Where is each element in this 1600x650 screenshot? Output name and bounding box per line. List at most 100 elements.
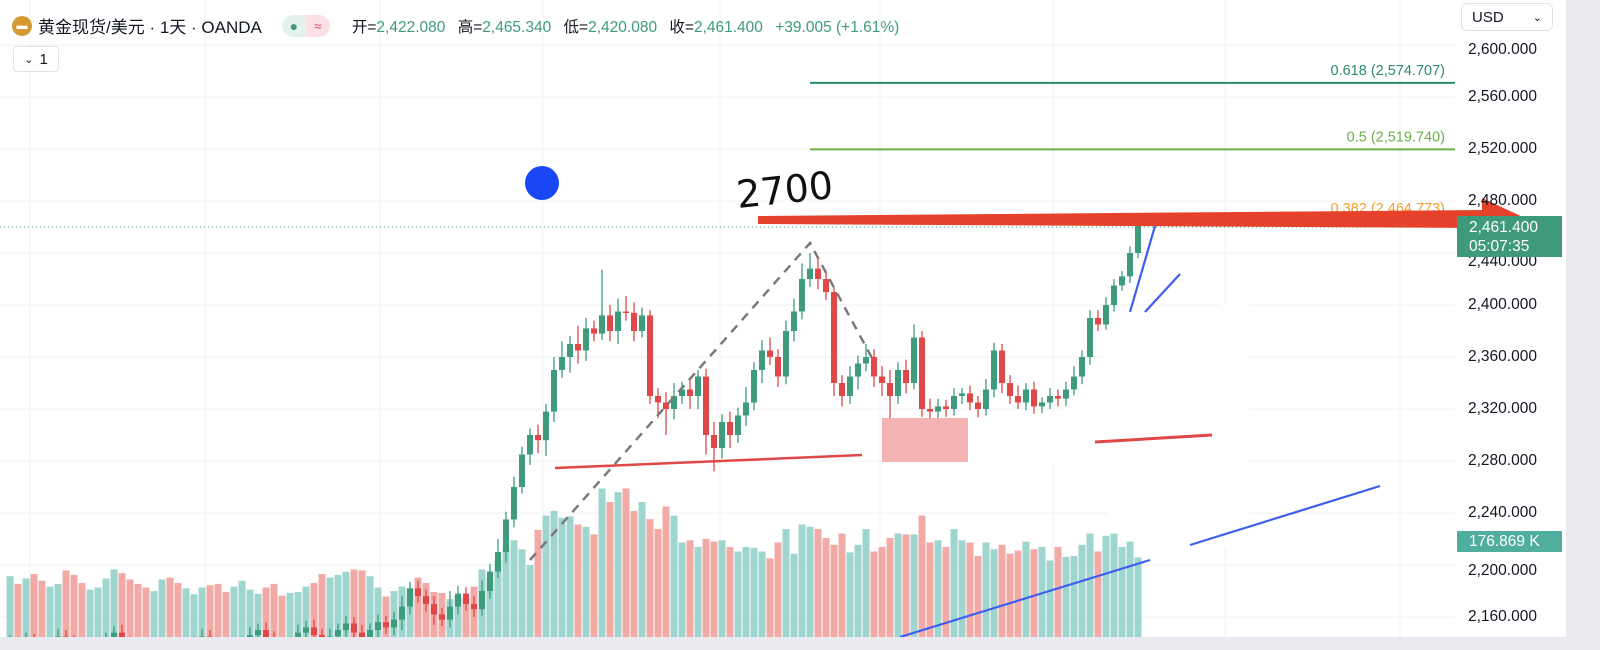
volume-bar bbox=[462, 598, 470, 637]
candle-body bbox=[735, 415, 741, 435]
candle bbox=[687, 379, 693, 409]
fib-label: 0.618 (2,574.707) bbox=[1331, 63, 1445, 79]
volume-bar bbox=[414, 577, 422, 637]
status-pill[interactable]: ● ≈ bbox=[281, 14, 330, 37]
candle bbox=[887, 370, 893, 425]
volume-bar bbox=[1070, 556, 1078, 637]
candle bbox=[431, 596, 437, 625]
candle bbox=[727, 411, 733, 448]
volume-bar bbox=[646, 519, 654, 637]
candle-body bbox=[199, 636, 205, 637]
collapse-indicators-button[interactable]: ⌄ 1 bbox=[13, 46, 59, 72]
volume-bar bbox=[846, 552, 854, 637]
price-tick: 2,280.000 bbox=[1468, 452, 1537, 469]
volume-bar bbox=[454, 595, 462, 637]
volume-bar bbox=[742, 547, 750, 637]
candle bbox=[1127, 246, 1133, 283]
candle-body bbox=[295, 632, 301, 637]
price-chart[interactable]: 0.618 (2,574.707)0.5 (2,519.740)0.382 (2… bbox=[0, 0, 1566, 637]
volume-bar bbox=[822, 538, 830, 637]
volume-bar bbox=[654, 529, 662, 637]
candle-body bbox=[527, 435, 533, 455]
candle-body bbox=[263, 630, 269, 637]
candle-body bbox=[1023, 389, 1029, 403]
candle-body bbox=[767, 350, 773, 357]
volume-bar bbox=[990, 549, 998, 637]
last-price-label: 2,461.400 05:07:35 bbox=[1457, 216, 1562, 257]
candle-body bbox=[447, 606, 453, 620]
candle bbox=[519, 446, 525, 494]
red-line-right bbox=[1094, 433, 1213, 444]
volume-bar bbox=[630, 511, 638, 637]
candle-body bbox=[759, 350, 765, 370]
candle-body bbox=[687, 389, 693, 396]
candle-body bbox=[903, 370, 909, 383]
candle bbox=[439, 607, 445, 627]
candle bbox=[391, 611, 397, 636]
volume-bar bbox=[70, 574, 78, 637]
candle bbox=[703, 368, 709, 455]
volume-bar bbox=[38, 580, 46, 637]
volume-bar bbox=[574, 524, 582, 637]
candle-body bbox=[823, 279, 829, 292]
volume-bar bbox=[158, 579, 166, 637]
candle bbox=[967, 385, 973, 411]
volume-bar bbox=[622, 488, 630, 637]
candle-body bbox=[311, 627, 317, 636]
candle bbox=[399, 596, 405, 630]
candle-body bbox=[391, 619, 397, 628]
volume-bar bbox=[6, 576, 14, 637]
currency-select[interactable]: USD ⌄ bbox=[1461, 3, 1553, 31]
candle bbox=[263, 622, 269, 637]
candle bbox=[527, 428, 533, 465]
volume-bar bbox=[878, 547, 886, 637]
candle-body bbox=[303, 627, 309, 633]
gold-symbol-icon: ▬ bbox=[12, 15, 32, 36]
volume-bar bbox=[246, 589, 254, 637]
candle bbox=[511, 476, 517, 528]
price-tick: 2,560.000 bbox=[1468, 88, 1537, 105]
pink-zone bbox=[882, 418, 968, 462]
candle bbox=[503, 511, 509, 563]
volume-bar bbox=[270, 583, 278, 637]
candle bbox=[831, 286, 837, 396]
candle bbox=[735, 407, 741, 443]
candle-body bbox=[919, 337, 925, 409]
volume-bar bbox=[782, 529, 790, 637]
candle-body bbox=[431, 604, 437, 615]
blue-trend-3 bbox=[899, 558, 1151, 637]
candle bbox=[1079, 350, 1085, 385]
volume-bar bbox=[726, 547, 734, 637]
candle-body bbox=[791, 311, 797, 331]
white-smear bbox=[968, 300, 1250, 560]
candle bbox=[255, 623, 261, 637]
volume-bar bbox=[542, 515, 550, 637]
price-tick: 2,240.000 bbox=[1468, 504, 1537, 521]
candle bbox=[631, 302, 637, 342]
volume-bar bbox=[166, 577, 174, 637]
price-tick: 2,520.000 bbox=[1468, 140, 1537, 157]
candle bbox=[1087, 310, 1093, 365]
volume-bar bbox=[814, 529, 822, 637]
candle-body bbox=[599, 315, 605, 334]
candle-body bbox=[543, 411, 549, 441]
candle bbox=[105, 632, 107, 637]
volume-bar bbox=[1078, 544, 1086, 637]
candle-body bbox=[423, 596, 429, 604]
volume-bar bbox=[694, 547, 702, 637]
volume-bar bbox=[886, 538, 894, 637]
candle-body bbox=[751, 370, 757, 403]
price-tick: 2,600.000 bbox=[1468, 41, 1537, 58]
symbol-title[interactable]: 黄金现货/美元 · 1天 · OANDA bbox=[38, 18, 262, 37]
candle bbox=[591, 320, 597, 342]
candle-body bbox=[119, 632, 125, 637]
volume-bar bbox=[62, 570, 70, 637]
candle bbox=[273, 631, 275, 637]
volume-bar bbox=[982, 542, 990, 637]
volume-bar bbox=[150, 591, 158, 637]
candle-body bbox=[967, 393, 973, 403]
candle-body bbox=[1071, 376, 1077, 390]
candle bbox=[367, 623, 373, 637]
volume-bar bbox=[558, 517, 566, 637]
candle-body bbox=[463, 593, 469, 604]
